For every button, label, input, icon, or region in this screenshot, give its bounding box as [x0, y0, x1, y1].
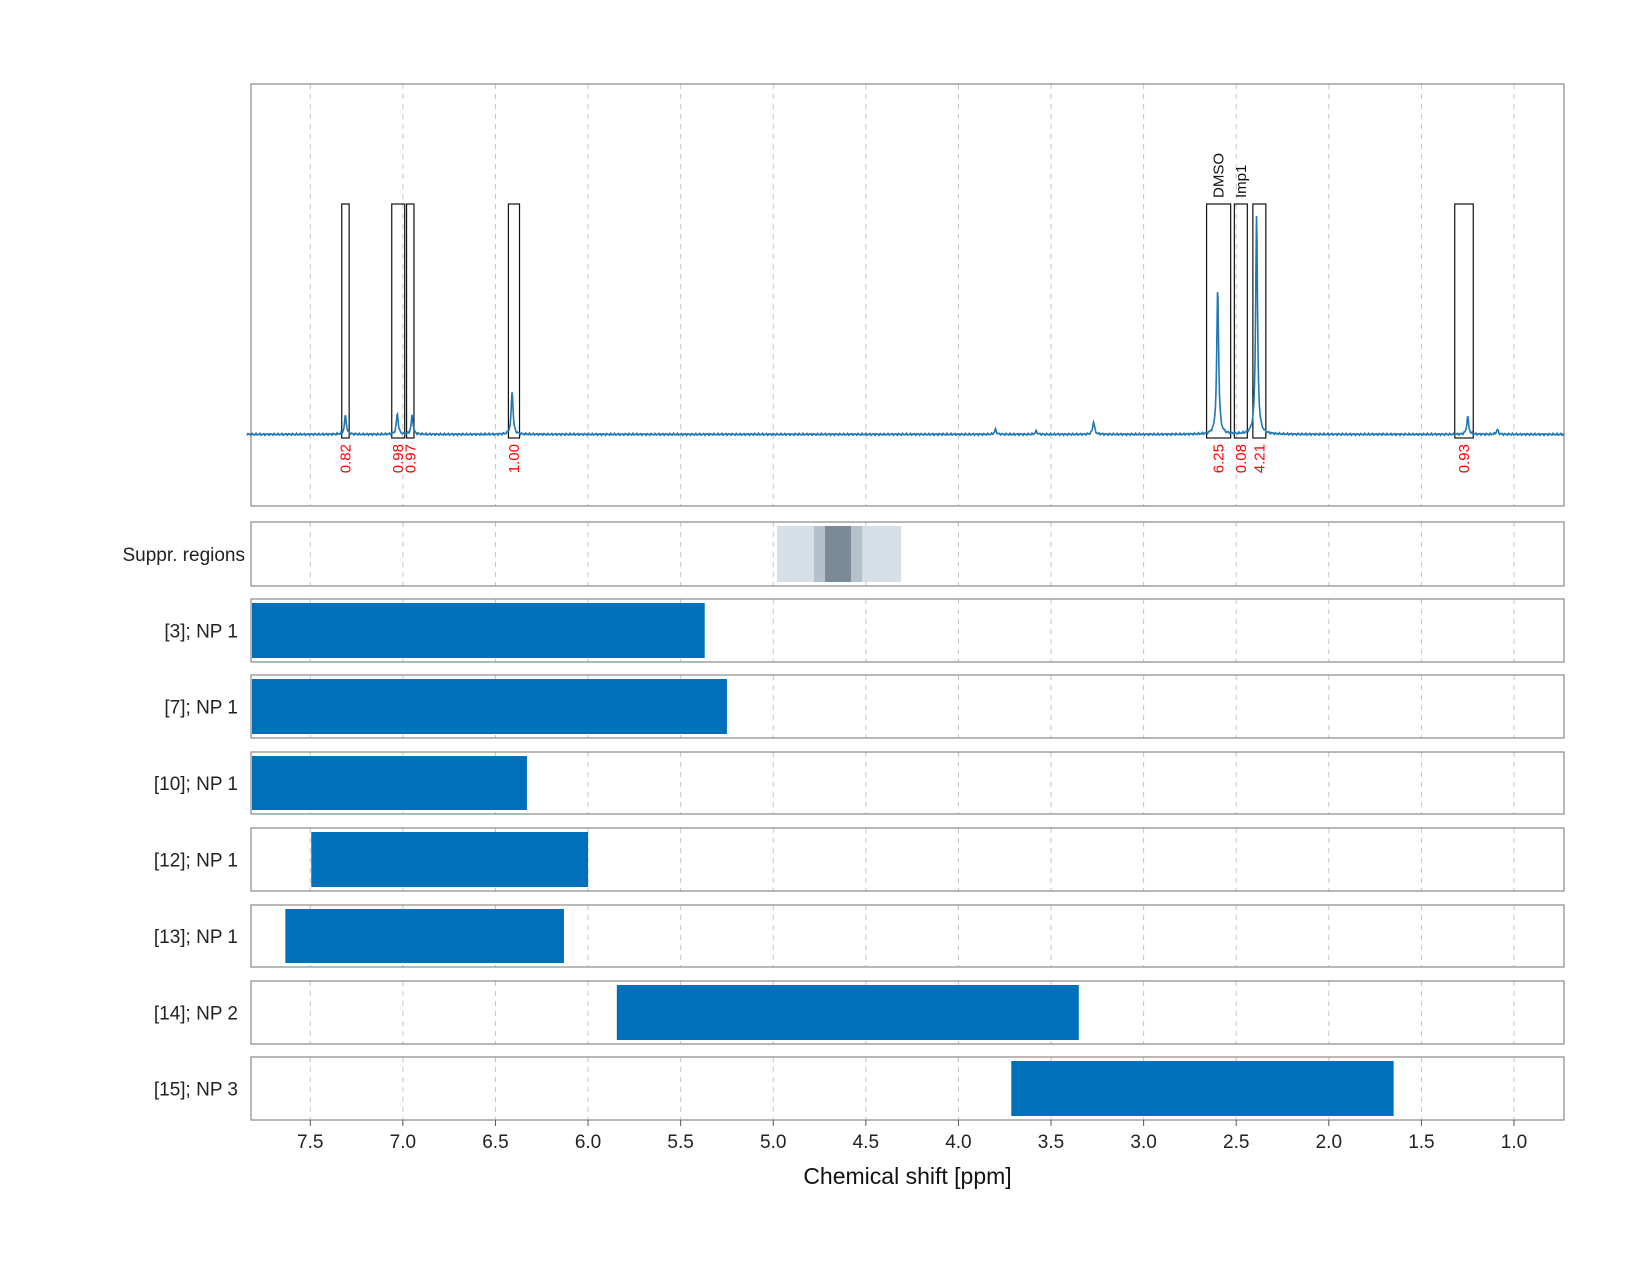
row-bar	[285, 909, 564, 963]
integral-value-label: 0.93	[1456, 444, 1473, 473]
row-label: [13]; NP 1	[154, 927, 238, 948]
integral-region	[341, 203, 350, 439]
x-axis: 7.5 7.0 6.5 6.0 5.5 5.0 4.5 4.0 3.5 3.0 2.5 2.0 1.5 1…	[297, 1120, 1527, 1153]
x-tick-label: 1.0	[1501, 1132, 1527, 1153]
row-label: [12]; NP 1	[154, 851, 238, 872]
suppression-label: Suppr. regions	[122, 545, 245, 566]
integral-region	[1233, 203, 1248, 439]
integral-region	[507, 203, 521, 439]
row-frame	[250, 751, 1565, 815]
spectrum-frame	[250, 83, 1565, 507]
x-tick-label: 2.0	[1316, 1132, 1342, 1153]
integral-region	[1252, 203, 1267, 439]
row-frame	[250, 1056, 1565, 1121]
suppression-frame	[250, 521, 1565, 587]
integral-value-label: 1.00	[506, 444, 523, 473]
row-bar	[252, 756, 527, 810]
row-frame	[250, 598, 1565, 663]
spectrum-panel: 0.82 0.980.97 1.00 6.25 DMSO 0.08 Imp1 4.21 0.93	[246, 83, 1565, 507]
integral-region	[405, 203, 415, 439]
integral-value-label: 4.21	[1251, 444, 1268, 473]
x-tick-label: 5.0	[760, 1132, 786, 1153]
peak-name-label: Imp1	[1233, 165, 1250, 198]
x-tick-label: 1.5	[1408, 1132, 1434, 1153]
integral-value-label: 0.97	[402, 444, 419, 473]
row-frame	[250, 980, 1565, 1045]
row-label: [14]; NP 2	[154, 1004, 238, 1025]
row-label: [7]; NP 1	[164, 698, 238, 719]
x-tick-label: 7.0	[390, 1132, 416, 1153]
row-label: [10]; NP 1	[154, 774, 238, 795]
x-tick-label: 6.0	[575, 1132, 601, 1153]
row-bar	[1011, 1061, 1394, 1116]
row-frame	[250, 827, 1565, 892]
integral-boxes: 0.82 0.980.97 1.00 6.25 DMSO 0.08 Imp1 4.21 0.93	[337, 153, 1474, 473]
x-tick-label: 4.5	[853, 1132, 879, 1153]
suppression-region	[825, 526, 852, 582]
spectrum-line	[246, 216, 1565, 437]
integral-region	[1205, 203, 1232, 439]
row-bar	[311, 832, 589, 887]
integral-region	[391, 203, 406, 439]
row-bar	[616, 985, 1079, 1040]
rows-layer: Suppr. regions [3]; NP 1 [7]; NP 1 [10]; NP…	[122, 521, 1565, 1121]
x-tick-label: 6.5	[482, 1132, 508, 1153]
peak-name-label: DMSO	[1211, 153, 1228, 198]
gridlines	[309, 84, 1515, 1120]
x-tick-label: 7.5	[297, 1132, 323, 1153]
integral-value-label: 0.82	[337, 444, 354, 473]
row-label: [3]; NP 1	[164, 622, 238, 643]
row-bar	[252, 603, 705, 658]
integral-value-label: 6.25	[1211, 444, 1228, 473]
x-tick-label: 4.0	[945, 1132, 971, 1153]
row-frame	[250, 904, 1565, 968]
x-tick-label: 2.5	[1223, 1132, 1249, 1153]
integral-value-label: 0.98	[390, 444, 407, 473]
x-tick-label: 5.5	[667, 1132, 693, 1153]
row-frame	[250, 674, 1565, 739]
integral-region	[1454, 203, 1474, 439]
x-tick-label: 3.5	[1038, 1132, 1064, 1153]
integral-value-label: 0.08	[1233, 444, 1250, 473]
row-label: [15]; NP 3	[154, 1080, 238, 1101]
row-bar	[252, 679, 727, 734]
x-tick-label: 3.0	[1130, 1132, 1156, 1153]
x-axis-label: Chemical shift [ppm]	[803, 1163, 1011, 1189]
